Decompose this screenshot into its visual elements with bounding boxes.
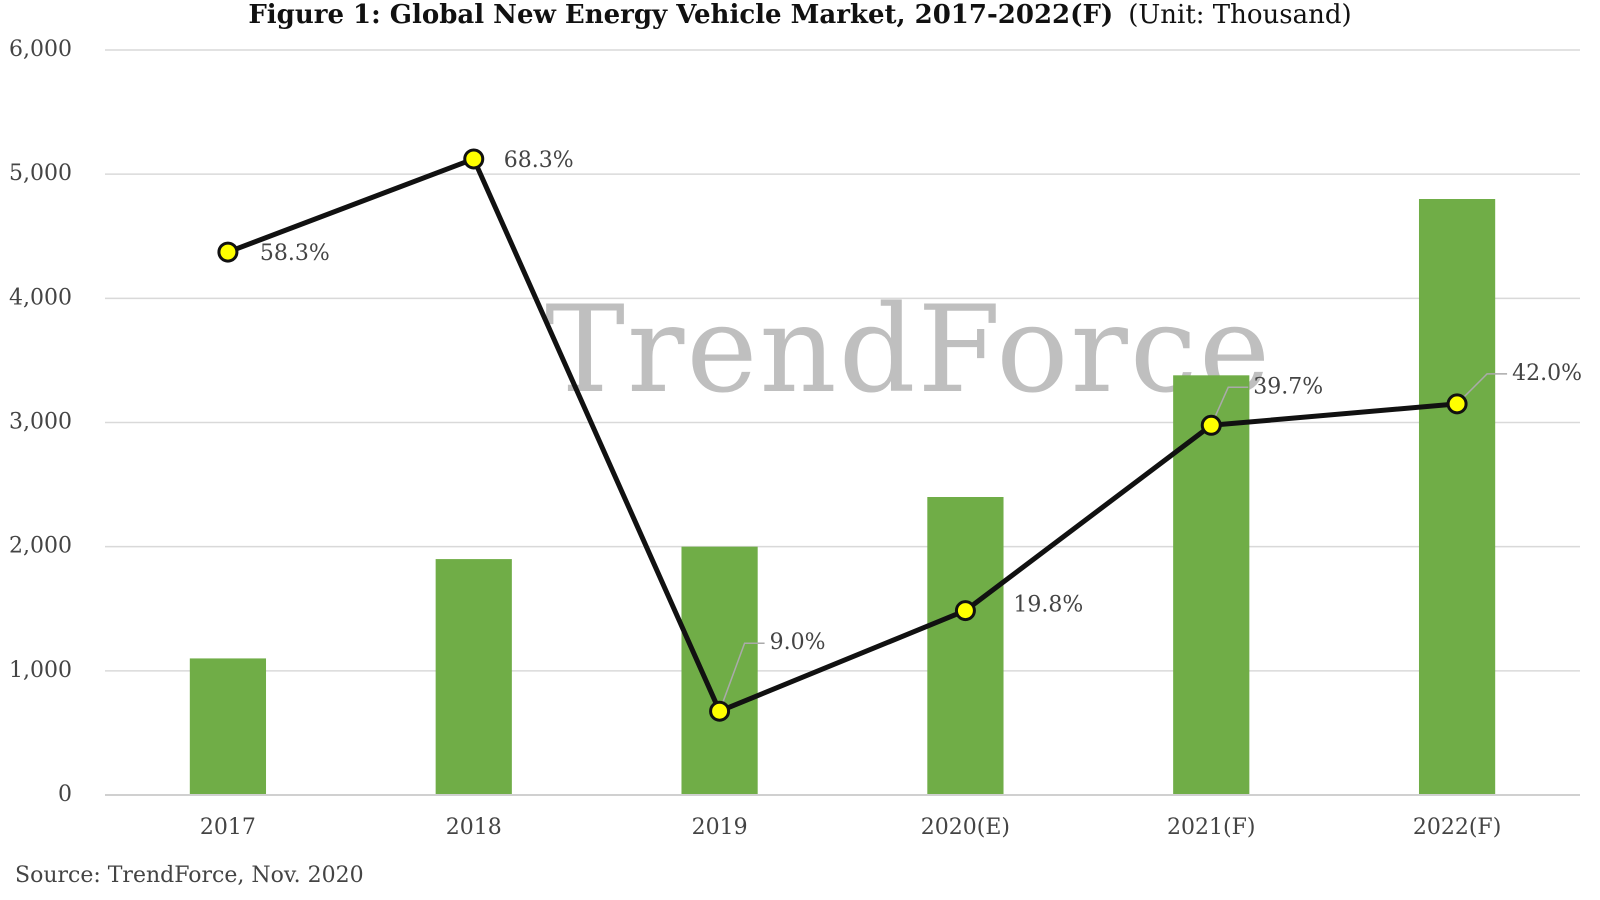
bar [435,559,512,795]
data-label: 39.7% [1253,374,1323,399]
x-tick-label: 2017 [200,815,256,840]
source: Source: TrendForce, Nov. 2020 [15,863,364,888]
bar [1418,199,1496,795]
data-label: 9.0% [770,630,826,655]
bar [681,546,758,795]
y-tick-label: 5,000 [9,161,72,186]
data-label: 19.8% [1013,593,1083,618]
x-tick-label: 2018 [446,815,502,840]
chart-title-group: Figure 1: Global New Energy Vehicle Mark… [248,0,1351,30]
x-tick-label: 2021(F) [1167,815,1255,840]
data-label: 58.3% [260,241,330,266]
bar [189,658,267,795]
line [227,156,1458,714]
y-tick-label: 1,000 [9,658,72,683]
y-tick-label: 2,000 [9,534,72,559]
marker [1446,393,1468,415]
bar [1173,375,1250,795]
y-tick-label: 4,000 [9,285,72,310]
chart-subtitle: (Unit: Thousand) [1128,0,1351,30]
y-tick-label: 3,000 [9,410,72,435]
marker [709,700,731,722]
x-tick-label: 2019 [692,815,748,840]
leader-line [718,642,765,712]
y-tick-label: 0 [58,782,72,807]
marker [1200,414,1222,436]
bar [927,497,1004,795]
y-tick-label: 6,000 [9,37,72,62]
marker [217,241,239,263]
data-label: 42.0% [1512,361,1582,386]
x-tick-label: 2022(F) [1413,815,1501,840]
x-tick-label: 2020(E) [921,815,1010,840]
leader-line [1456,373,1508,405]
watermark: TrendForce [545,281,1272,420]
leader-line [1210,386,1249,426]
marker [463,148,485,170]
chart-title: Figure 1: Global New Energy Vehicle Mark… [248,0,1113,30]
data-label: 68.3% [504,148,574,173]
marker [954,600,976,622]
